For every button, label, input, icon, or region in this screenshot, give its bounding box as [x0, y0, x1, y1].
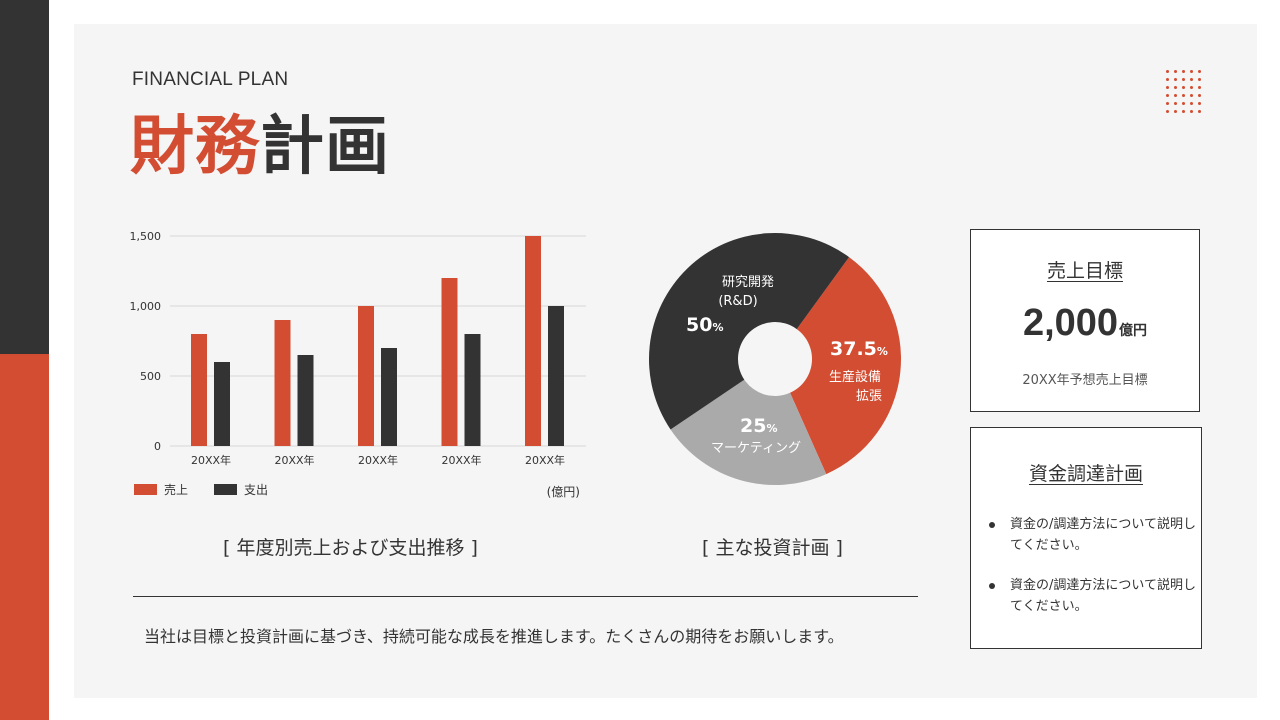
decorative-dot — [1198, 102, 1201, 105]
decorative-dot — [1190, 102, 1193, 105]
footer-message: 当社は目標と投資計画に基づき、持続可能な成長を推進します。たくさんの期待をお願い… — [144, 627, 844, 646]
decorative-dot — [1174, 110, 1177, 113]
decorative-dot — [1166, 94, 1169, 97]
decorative-dot — [1190, 94, 1193, 97]
pie-label-production-line1: 生産設備 — [829, 369, 881, 385]
decorative-dot — [1174, 70, 1177, 73]
bar-expenses — [464, 334, 481, 446]
slide-title: 財務計画 — [130, 108, 390, 186]
decorative-dot — [1166, 102, 1169, 105]
decorative-dot — [1190, 86, 1193, 89]
funding-plan-title: 資金調達計画 — [1028, 463, 1143, 485]
sales-target-value: 2,000億円 — [971, 302, 1199, 345]
decorative-dot — [1174, 86, 1177, 89]
pie-chart-caption: [ 主な投資計画 ] — [702, 537, 843, 559]
pie-label-marketing: マーケティング — [711, 441, 801, 456]
pie-label-production-line2: 拡張 — [856, 389, 882, 404]
decorative-dot — [1198, 94, 1201, 97]
bar-chart-y-tick: 1,500 — [130, 230, 162, 243]
donut-labels: 研究開発 (R&D) 50% 37.5% 生産設備 拡張 25% マーケティング — [686, 275, 888, 456]
bar-expenses — [381, 348, 397, 446]
left-accent-bar-red — [0, 354, 49, 720]
donut-slice-production — [790, 257, 901, 475]
sales-target-number: 2,000 — [1022, 302, 1119, 344]
bar-expenses — [548, 306, 564, 446]
decorative-dot — [1182, 110, 1185, 113]
bar-chart-unit: (億円) — [547, 485, 580, 499]
pie-value-production: 37.5% — [830, 338, 888, 360]
decorative-dot — [1182, 78, 1185, 81]
bar-sales — [358, 306, 374, 446]
decorative-dot — [1190, 78, 1193, 81]
decorative-dot-grid — [1166, 70, 1202, 114]
pie-value-rd-percent: % — [712, 321, 723, 334]
sales-target-card: 売上目標 2,000億円 20XX年予想売上目標 — [970, 229, 1200, 412]
pie-value-marketing: 25% — [740, 415, 777, 437]
slide-subtitle: FINANCIAL PLAN — [132, 69, 289, 90]
donut-chart — [648, 232, 901, 485]
pie-value-production-percent: % — [877, 345, 888, 358]
bar-expenses — [297, 355, 314, 446]
left-accent-bar-dark — [0, 0, 49, 354]
bar-sales — [191, 334, 207, 446]
pie-value-marketing-percent: % — [766, 422, 777, 435]
decorative-dot — [1174, 102, 1177, 105]
bar-chart-y-tick: 0 — [154, 440, 161, 453]
legend-label-sales: 売上 — [164, 482, 188, 497]
pie-value-rd-number: 50 — [686, 314, 712, 336]
decorative-dot — [1198, 86, 1201, 89]
decorative-dot — [1198, 78, 1201, 81]
bar-chart-y-tick: 1,000 — [130, 300, 162, 313]
decorative-dot — [1166, 70, 1169, 73]
sales-target-note: 20XX年予想売上目標 — [1022, 373, 1148, 388]
decorative-dot — [1182, 102, 1185, 105]
sales-target-title: 売上目標 — [1046, 260, 1123, 282]
funding-plan-bullet: 資金の/調達方法について説明してください。 — [989, 514, 1200, 556]
bar-chart-caption: [ 年度別売上および支出推移 ] — [223, 537, 478, 559]
decorative-dot — [1182, 94, 1185, 97]
bar-chart-x-tick: 20XX年 — [358, 453, 398, 467]
pie-label-rd-line2: (R&D) — [718, 294, 757, 309]
bar-sales — [274, 320, 291, 446]
pie-value-marketing-number: 25 — [740, 415, 766, 437]
bar-chart: 0 500 1,000 1,500 20XX年 20XX年 20XX年 20XX年 20XX年売… — [130, 230, 586, 499]
donut-slice-rd — [648, 232, 850, 430]
funding-plan-bullet: 資金の/調達方法について説明してください。 — [989, 575, 1200, 617]
footer-divider — [133, 596, 918, 597]
bar-chart-x-tick: 20XX年 — [525, 453, 565, 467]
bar-chart-x-tick: 20XX年 — [191, 453, 231, 467]
bar-sales — [525, 236, 541, 446]
decorative-dot — [1190, 110, 1193, 113]
bar-chart-x-tick: 20XX年 — [274, 453, 314, 467]
decorative-dot — [1174, 94, 1177, 97]
pie-label-rd-line1: 研究開発 — [722, 275, 774, 290]
decorative-dot — [1182, 86, 1185, 89]
pie-value-rd: 50% — [686, 314, 723, 336]
decorative-dot — [1198, 110, 1201, 113]
decorative-dot — [1182, 70, 1185, 73]
bar-chart-y-tick: 500 — [140, 370, 161, 383]
bar-expenses — [214, 362, 230, 446]
legend-label-expenses: 支出 — [244, 483, 268, 497]
funding-plan-card: 資金調達計画 資金の/調達方法について説明してください。 資金の/調達方法につい… — [970, 427, 1202, 649]
decorative-dot — [1190, 70, 1193, 73]
title-rest: 計画 — [260, 110, 390, 184]
legend-swatch-expenses — [214, 484, 237, 495]
bar-chart-x-tick: 20XX年 — [441, 453, 481, 467]
decorative-dot — [1166, 110, 1169, 113]
decorative-dot — [1166, 86, 1169, 89]
donut-slice-marketing — [670, 379, 827, 485]
decorative-dot — [1166, 78, 1169, 81]
decorative-dot — [1198, 70, 1201, 73]
pie-value-production-number: 37.5 — [830, 338, 877, 360]
funding-plan-list: 資金の/調達方法について説明してください。 資金の/調達方法について説明してくだ… — [989, 514, 1200, 636]
bar-sales — [441, 278, 458, 446]
legend-swatch-sales — [134, 484, 157, 495]
title-accent: 財務 — [130, 110, 260, 184]
sales-target-unit: 億円 — [1119, 323, 1148, 339]
decorative-dot — [1174, 78, 1177, 81]
